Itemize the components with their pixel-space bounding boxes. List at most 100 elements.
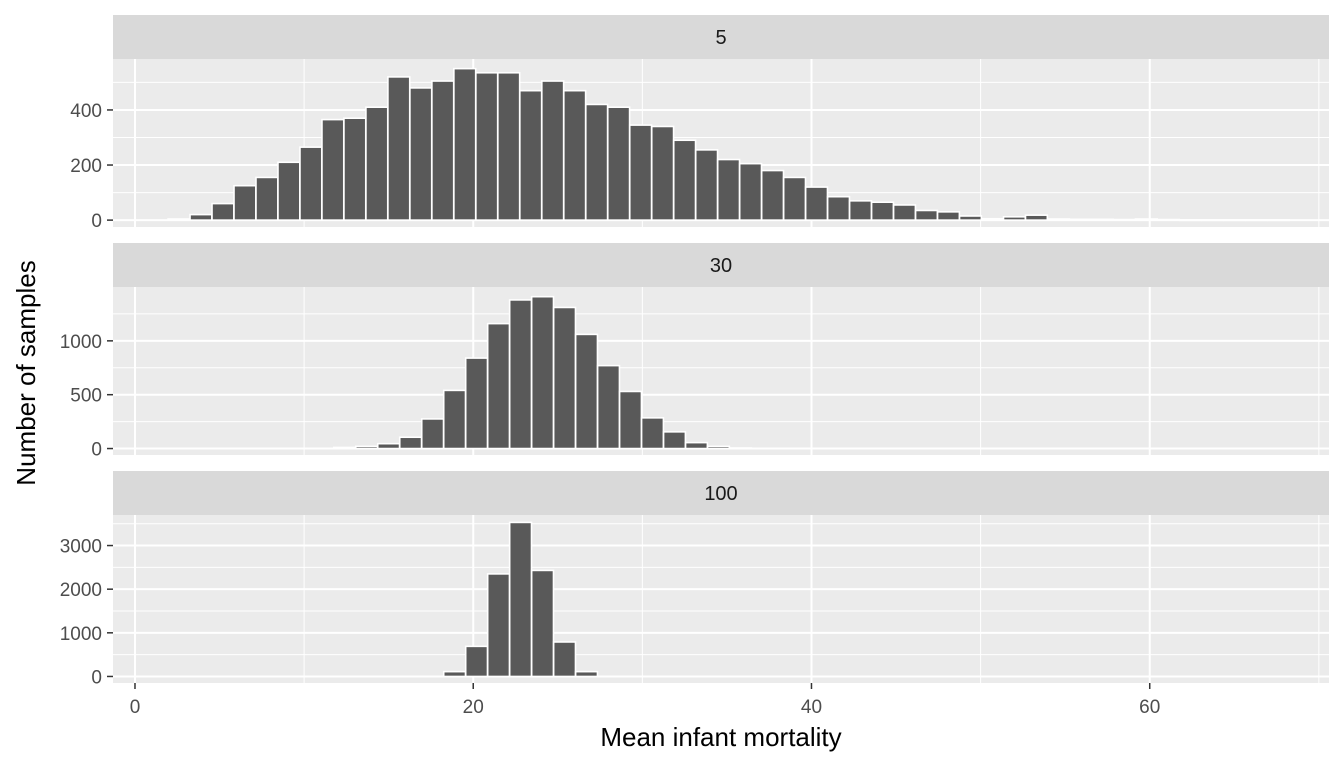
y-tick-label: 3000 xyxy=(60,537,102,558)
histogram-bar xyxy=(277,161,301,221)
bars-100 xyxy=(442,521,599,678)
histogram-bar xyxy=(541,80,565,221)
histogram-bar xyxy=(508,521,533,678)
histogram-bar xyxy=(420,418,445,450)
histogram-bar xyxy=(255,176,279,221)
y-tick-label: 0 xyxy=(91,667,102,688)
histogram-bar xyxy=(1200,219,1225,222)
histogram-bar xyxy=(760,169,785,221)
histogram-bar xyxy=(189,213,213,221)
bars-5 xyxy=(167,67,1290,222)
histogram-bar xyxy=(299,146,323,221)
histogram-bar xyxy=(584,103,609,221)
histogram-bar xyxy=(354,445,379,450)
histogram-bar xyxy=(892,204,917,221)
x-tick-label: 40 xyxy=(801,697,822,718)
y-tick-label: 1000 xyxy=(60,624,102,645)
y-axis-title: Number of samples xyxy=(11,260,41,485)
histogram-bar xyxy=(464,645,489,678)
facet-strip-label: 5 xyxy=(715,27,726,49)
histogram-bar xyxy=(606,106,631,221)
histogram-bar xyxy=(804,186,829,221)
histogram-bar xyxy=(596,364,621,450)
histogram-bar xyxy=(1068,218,1093,221)
histogram-bar xyxy=(694,149,719,221)
histogram-bar xyxy=(343,117,367,221)
histogram-bar xyxy=(486,573,511,678)
histogram-bar xyxy=(1266,219,1290,222)
histogram-bar xyxy=(958,215,983,221)
histogram-bar xyxy=(1090,218,1115,221)
facet-panel-5: 5 0 200 400 xyxy=(70,15,1329,232)
histogram-bar xyxy=(321,118,345,221)
histogram-bar xyxy=(706,445,731,450)
panel-background xyxy=(113,287,1329,455)
histogram-bar xyxy=(936,211,961,221)
histogram-bar xyxy=(464,357,489,450)
histogram-bar xyxy=(1156,218,1181,221)
histogram-bar xyxy=(562,89,587,221)
y-tick-label: 1000 xyxy=(60,332,102,353)
histogram-bar xyxy=(1024,214,1049,221)
histogram-bar xyxy=(1222,219,1246,222)
y-tick-label: 0 xyxy=(91,211,102,232)
y-tick-label: 200 xyxy=(70,156,102,177)
histogram-bar xyxy=(376,442,401,450)
bars-30 xyxy=(332,295,753,450)
histogram-bar xyxy=(1244,219,1268,222)
x-tick-label: 0 xyxy=(130,697,141,718)
x-tick-label: 60 xyxy=(1139,697,1160,718)
histogram-bar xyxy=(497,71,521,221)
x-tick-label: 20 xyxy=(463,697,484,718)
histogram-bar xyxy=(574,333,599,450)
y-tick-label: 500 xyxy=(70,386,102,407)
y-tick-label: 2000 xyxy=(60,580,102,601)
histogram-bar xyxy=(1046,218,1071,221)
histogram-bar xyxy=(640,417,665,450)
histogram-bar xyxy=(552,306,577,450)
histogram-bar xyxy=(530,295,555,450)
histogram-bar xyxy=(398,436,423,450)
histogram-bar xyxy=(628,124,653,221)
histogram-bar xyxy=(738,162,763,221)
histogram-bar xyxy=(672,139,697,221)
histogram-bar xyxy=(782,176,807,221)
histogram-bar xyxy=(332,446,357,450)
histogram-bar xyxy=(826,195,851,221)
histogram-bar xyxy=(662,431,687,450)
facet-strip-label: 100 xyxy=(704,483,737,505)
histogram-bar xyxy=(431,80,455,221)
histogram-bar xyxy=(519,89,543,221)
y-tick-label: 0 xyxy=(91,440,102,461)
histogram-bar xyxy=(716,158,741,221)
facet-strip xyxy=(113,15,1329,59)
histogram-bar xyxy=(1134,218,1159,221)
histogram-bar xyxy=(167,218,191,221)
histogram-bar xyxy=(1002,216,1027,221)
histogram-bar xyxy=(211,202,235,221)
histogram-bar xyxy=(914,209,939,221)
histogram-bar xyxy=(486,322,511,450)
histogram-bar xyxy=(870,201,895,221)
y-tick-label: 400 xyxy=(70,101,102,122)
histogram-bar xyxy=(552,641,577,678)
histogram-bar xyxy=(1112,218,1137,221)
x-axis-title: Mean infant mortality xyxy=(600,722,841,752)
panel-background xyxy=(113,515,1329,683)
facet-strip xyxy=(113,243,1329,287)
histogram-bar xyxy=(442,670,467,678)
histogram-bar xyxy=(409,87,433,221)
histogram-bar xyxy=(618,390,643,450)
histogram-bar xyxy=(980,217,1005,221)
histogram-bar xyxy=(442,389,467,450)
histogram-bar xyxy=(1178,219,1203,222)
histogram-bar xyxy=(650,125,675,221)
histogram-bar xyxy=(387,76,411,221)
histogram-bar xyxy=(728,447,753,450)
histogram-bar xyxy=(453,67,477,221)
facet-strip-label: 30 xyxy=(710,255,732,277)
